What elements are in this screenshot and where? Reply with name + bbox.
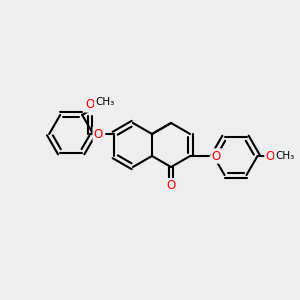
- Text: O: O: [266, 149, 275, 163]
- Text: O: O: [167, 179, 176, 192]
- Text: O: O: [94, 128, 103, 140]
- Text: O: O: [212, 149, 221, 163]
- Text: O: O: [85, 98, 94, 111]
- Text: CH₃: CH₃: [95, 97, 114, 107]
- Text: CH₃: CH₃: [275, 151, 295, 161]
